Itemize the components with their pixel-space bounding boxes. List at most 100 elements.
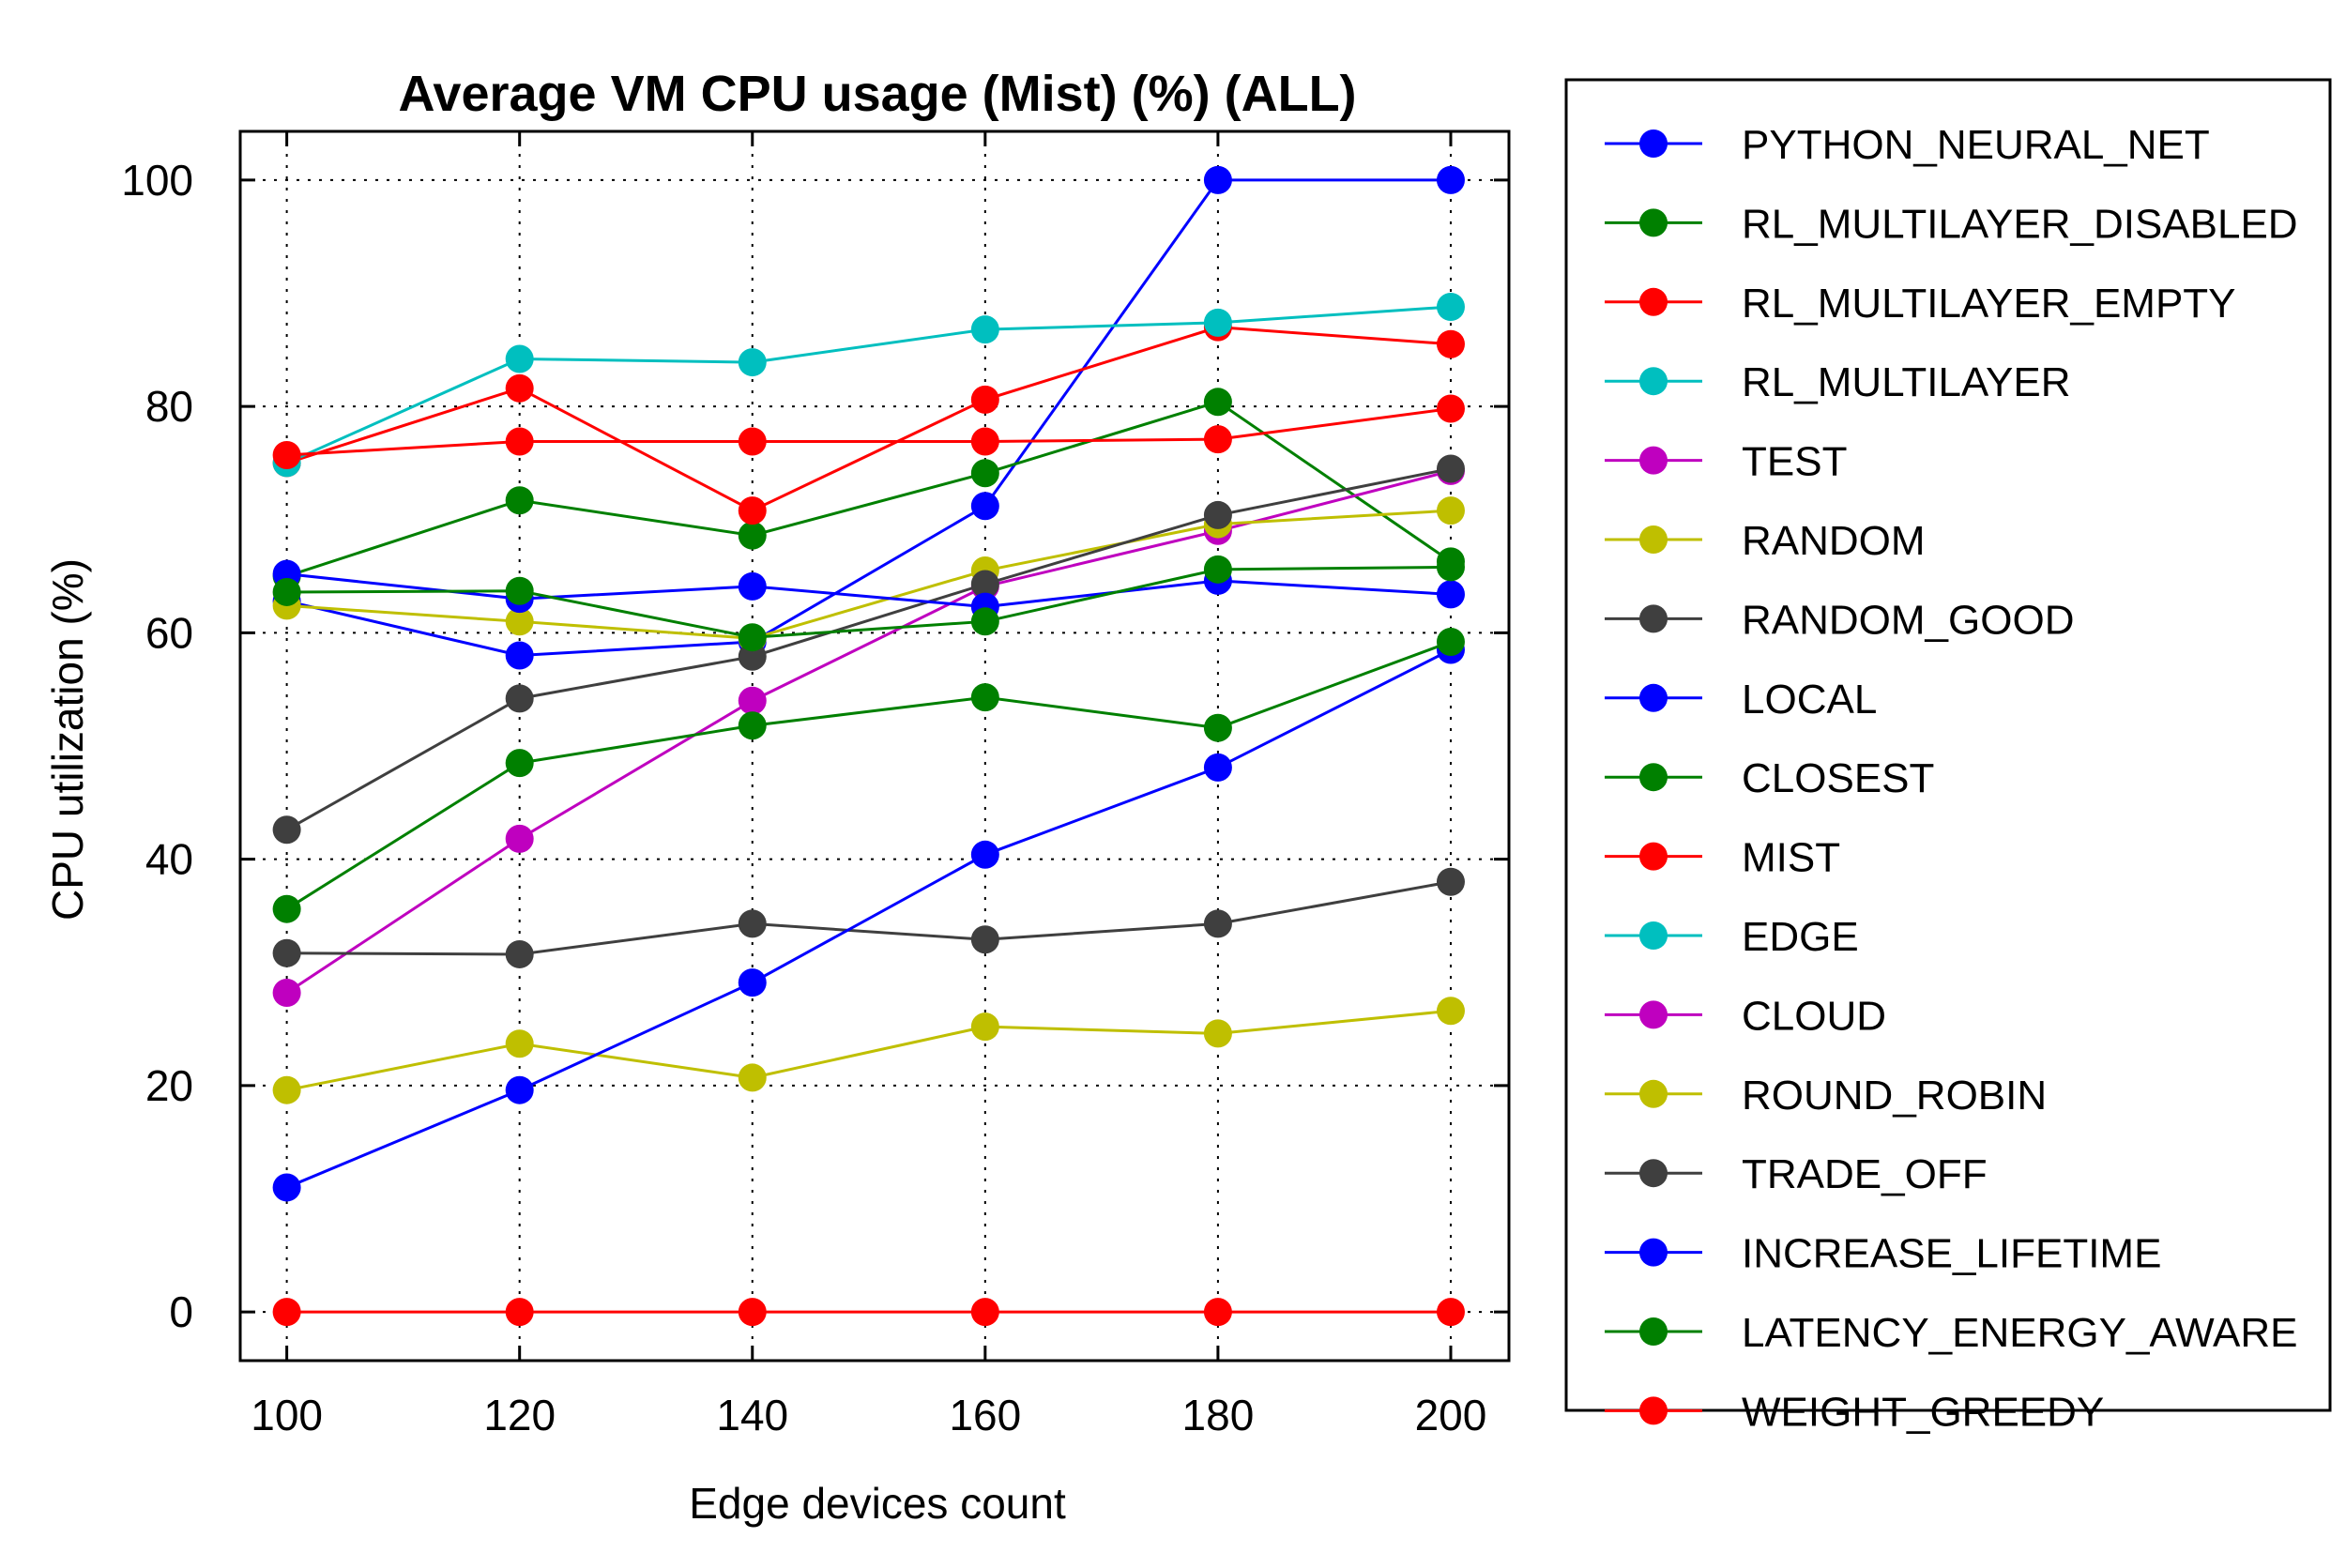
legend-entry: ROUND_ROBIN [1605, 1073, 2047, 1119]
data-point [505, 427, 534, 456]
legend-label: RL_MULTILAYER_DISABLED [1742, 201, 2298, 247]
legend-label: RL_MULTILAYER [1742, 359, 2070, 405]
data-point [505, 1075, 534, 1104]
data-point [970, 1298, 999, 1327]
y-tick-label: 40 [145, 835, 193, 884]
legend-swatch-marker [1639, 763, 1668, 792]
data-point [505, 576, 534, 605]
series-line [286, 565, 1451, 639]
data-point [738, 968, 767, 997]
series-line [286, 648, 1452, 1189]
data-point [505, 373, 534, 403]
series-increase-lifetime [272, 635, 1465, 1202]
data-point [272, 938, 301, 967]
data-point [272, 1075, 301, 1104]
data-point [970, 840, 999, 869]
data-point [1436, 997, 1465, 1026]
series-latency-energy-aware [272, 628, 1465, 923]
legend-swatch-marker [1639, 842, 1668, 871]
series-line [286, 400, 1452, 578]
plot-area-frame [238, 129, 1511, 1362]
legend-entry: LATENCY_ENERGY_AWARE [1605, 1310, 2298, 1356]
data-point [505, 684, 534, 713]
legend-frame [1564, 78, 2332, 1412]
series-line [286, 407, 1452, 457]
data-point [1436, 454, 1465, 483]
legend-label: TRADE_OFF [1742, 1151, 1988, 1197]
data-point [1203, 1298, 1232, 1327]
data-point [738, 496, 767, 525]
data-series [272, 165, 1465, 1327]
data-point [272, 1298, 301, 1327]
data-point [505, 824, 534, 853]
legend-swatch-marker [1639, 525, 1668, 554]
series-line [286, 1009, 1452, 1092]
legend-swatch-marker [1639, 921, 1668, 950]
data-point [1436, 580, 1465, 609]
data-point [505, 749, 534, 778]
legend-swatch-marker [1639, 683, 1668, 712]
legend-swatch-marker [1639, 287, 1668, 316]
data-point [1203, 388, 1232, 417]
series-line [286, 572, 1452, 609]
data-point [505, 641, 534, 670]
legend-entry: RL_MULTILAYER_DISABLED [1605, 201, 2298, 247]
data-point [1436, 292, 1465, 321]
data-point [1203, 713, 1232, 742]
legend-label: LOCAL [1742, 677, 1877, 723]
series-line [285, 640, 1452, 910]
y-tick-label: 80 [145, 382, 193, 431]
series-rl-multilayer [272, 292, 1465, 478]
legend-label: RANDOM [1742, 518, 1926, 564]
series-round-robin [272, 997, 1465, 1104]
data-point [738, 623, 767, 652]
legend-label: CLOUD [1742, 993, 1886, 1039]
data-point [970, 492, 999, 521]
data-point [272, 815, 301, 845]
x-tick-label: 120 [483, 1391, 556, 1439]
series-weight-greedy [272, 1298, 1465, 1327]
data-point [738, 686, 767, 715]
x-tick-label: 100 [251, 1391, 323, 1439]
series-line [286, 305, 1452, 464]
data-point [738, 1063, 767, 1092]
data-point [738, 427, 767, 456]
series-line [285, 466, 1452, 831]
data-point [970, 683, 999, 712]
legend-entry: INCREASE_LIFETIME [1605, 1231, 2161, 1277]
series-line [286, 509, 1452, 640]
legend-entry: LOCAL [1605, 677, 1877, 723]
legend-swatch-marker [1639, 208, 1668, 237]
data-point [1436, 628, 1465, 657]
data-point [1203, 425, 1232, 454]
series-line [286, 880, 1452, 956]
series-closest [272, 553, 1465, 652]
legend-label: PYTHON_NEURAL_NET [1742, 122, 2210, 168]
legend-entry: WEIGHT_GREEDY [1605, 1389, 2104, 1435]
data-point [272, 894, 301, 923]
data-point [1436, 165, 1465, 194]
data-point [1436, 329, 1465, 358]
legend-label: INCREASE_LIFETIME [1742, 1231, 2161, 1277]
legend-swatch-marker [1639, 1396, 1668, 1425]
legend-entry: RL_MULTILAYER_EMPTY [1605, 281, 2236, 327]
data-point [1203, 308, 1232, 337]
data-point [970, 385, 999, 414]
legend-swatch-marker [1639, 1317, 1668, 1346]
data-point [272, 577, 301, 606]
data-point [738, 348, 767, 377]
data-point [505, 486, 534, 515]
legend-swatch-marker [1639, 129, 1668, 158]
data-point [1436, 394, 1465, 423]
data-point [1203, 555, 1232, 584]
data-point [505, 1298, 534, 1327]
legend-swatch-marker [1639, 367, 1668, 396]
data-point [1436, 1298, 1465, 1327]
legend-entry: CLOSEST [1605, 755, 1934, 801]
data-point [970, 459, 999, 488]
legend-swatch-marker [1639, 604, 1668, 633]
data-point [1203, 1019, 1232, 1048]
chart-title: Average VM CPU usage (Mist) (%) (ALL) [398, 66, 1356, 122]
